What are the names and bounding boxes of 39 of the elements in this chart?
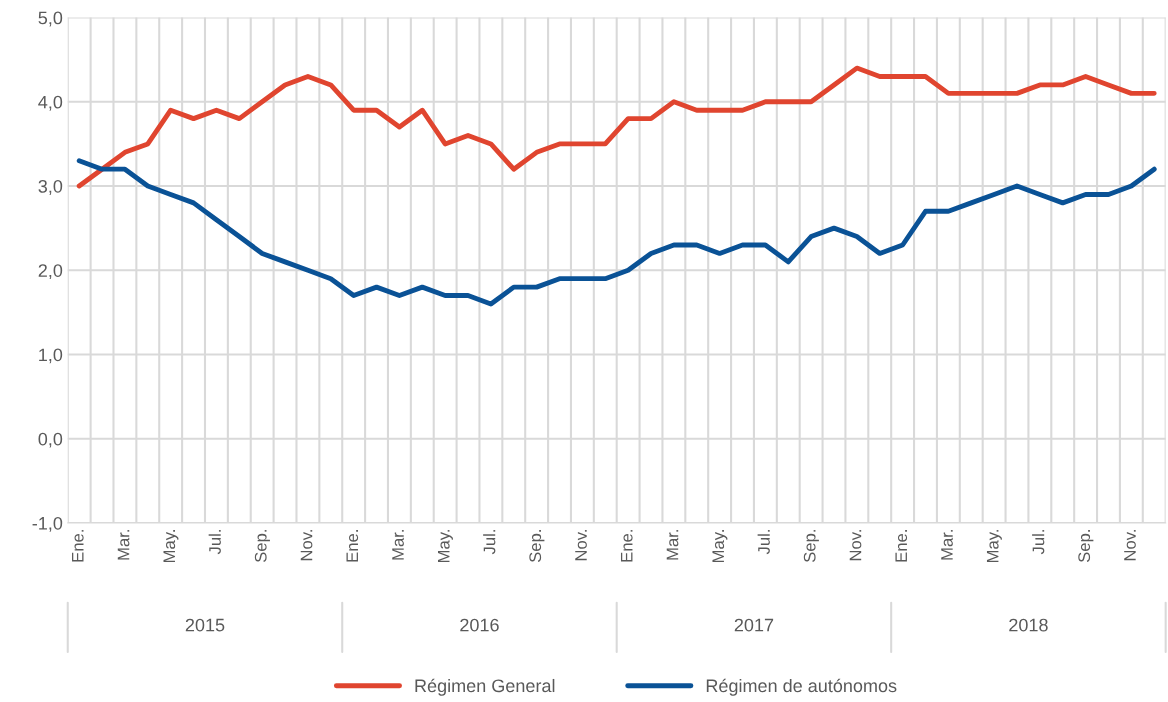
legend-label: Régimen de autónomos bbox=[706, 678, 897, 696]
x-tick-label: Nov. bbox=[849, 530, 862, 561]
x-tick-label: May. bbox=[438, 530, 453, 563]
text: 2015 bbox=[185, 618, 225, 632]
text: 2018 bbox=[1009, 618, 1048, 632]
x-tick-label: May. bbox=[163, 530, 179, 563]
text: 2017 bbox=[734, 618, 774, 632]
x-tick-label: Nov. bbox=[1124, 530, 1136, 561]
x-tick-label: Sep. bbox=[803, 530, 819, 563]
x-tick-label: Nov. bbox=[300, 530, 313, 561]
x-tick-label: Ene. bbox=[346, 530, 359, 562]
line-series bbox=[76, 158, 1157, 307]
x-tick-label: Jul. bbox=[757, 530, 770, 555]
x-tick-label: Mar. bbox=[392, 530, 404, 560]
x-tick-label: Jul. bbox=[208, 530, 221, 555]
y-tick-label: 3,0 bbox=[38, 179, 63, 195]
y-tick-label: -1,0 bbox=[32, 516, 63, 532]
y-tick-label: 4,0 bbox=[38, 95, 63, 111]
x-tick-label: May. bbox=[712, 530, 728, 563]
y-tick-label: 1,0 bbox=[39, 348, 63, 364]
legend-label: Régimen General bbox=[415, 678, 555, 696]
x-tick-label: Nov. bbox=[575, 530, 587, 561]
x-tick-label: Ene. bbox=[895, 530, 908, 562]
text: 2016 bbox=[460, 618, 499, 632]
x-tick-label: Sep. bbox=[1078, 530, 1094, 563]
x-tick-label: Jul. bbox=[483, 530, 496, 555]
line-series bbox=[76, 65, 1157, 189]
x-tick-label: Mar. bbox=[666, 530, 679, 560]
x-tick-label: Ene. bbox=[620, 530, 633, 562]
x-tick-label: Mar. bbox=[117, 530, 130, 560]
y-tick-label: 5,0 bbox=[38, 11, 63, 27]
y-tick-label: 2,0 bbox=[38, 264, 63, 280]
y-tick-label: 0,0 bbox=[38, 432, 63, 448]
x-tick-label: Sep. bbox=[529, 530, 545, 563]
x-tick-label: Jul. bbox=[1032, 530, 1045, 555]
x-tick-label: Sep. bbox=[254, 530, 270, 563]
x-tick-label: Mar. bbox=[941, 530, 953, 560]
x-tick-label: May. bbox=[986, 530, 1002, 563]
x-tick-label: Ene. bbox=[72, 530, 84, 562]
